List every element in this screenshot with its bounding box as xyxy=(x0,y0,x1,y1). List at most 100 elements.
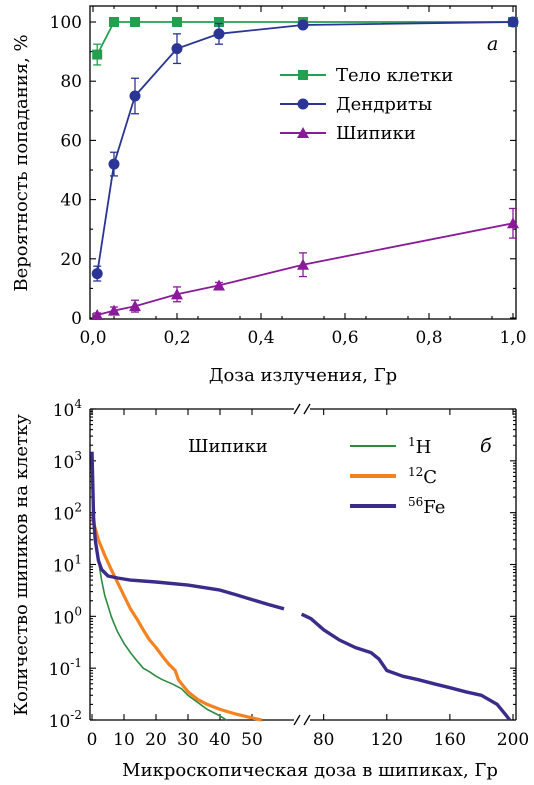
y-tick-label-a-5: 100 xyxy=(50,13,82,33)
y-tick-label-b-base-1: 10 xyxy=(49,660,71,680)
x-tick-label-a-0: 0,0 xyxy=(79,328,106,348)
point-a-1-1 xyxy=(108,158,120,170)
panel-a: 0,0 0,2 0,4 0,6 0,8 1,0 0 20 40 60 80 100 а Тело кл… xyxy=(11,5,527,386)
point-a-2-5 xyxy=(297,258,309,270)
point-a-1-5 xyxy=(297,19,309,31)
axis-break-mark-bottom-1 xyxy=(293,714,301,726)
point-a-2-2 xyxy=(129,300,141,312)
x-tick-label-a-1: 0,2 xyxy=(163,328,190,348)
point-a-0-1 xyxy=(109,17,119,27)
panel-b: 0 10 20 30 40 50 80 120 160 20010-210-11001011021… xyxy=(11,397,529,781)
y-tick-label-b-5: 103 xyxy=(53,449,82,473)
y-tick-label-b-1: 10-1 xyxy=(49,656,82,680)
point-a-1-2 xyxy=(129,90,141,102)
panel-a-legend: Тело клетки Дендриты Шипики xyxy=(280,65,453,144)
legend-b-sup-0: 1 xyxy=(408,435,416,449)
panel-b-legend: 1H 12C 56Fe xyxy=(350,435,445,518)
legend-b-base-2: Fe xyxy=(423,497,445,518)
legend-b-text-2: 56Fe xyxy=(408,495,445,518)
point-a-2-0 xyxy=(91,309,104,321)
point-a-0-3 xyxy=(172,17,182,27)
legend-a-marker-1 xyxy=(297,98,309,110)
y-tick-label-b-6: 104 xyxy=(53,397,83,421)
legend-a-text-2: Шипики xyxy=(336,123,416,144)
panel-b-tick-labels: 0 10 20 30 40 50 80 120 160 20010-210-11001011021… xyxy=(49,397,530,750)
x-tick-label-b-9: 200 xyxy=(497,730,529,750)
panel-b-series xyxy=(90,451,512,722)
y-tick-label-a-2: 40 xyxy=(60,191,82,211)
panel-a-frame xyxy=(89,5,517,320)
y-tick-label-b-base-5: 10 xyxy=(53,453,75,473)
y-tick-label-b-exp-5: 3 xyxy=(74,449,82,463)
legend-a-text-1: Дендриты xyxy=(336,94,432,115)
x-tick-label-b-2: 20 xyxy=(145,730,167,750)
point-a-2-1 xyxy=(108,304,120,316)
point-a-2-6 xyxy=(507,217,519,229)
legend-b-text-1: 12C xyxy=(408,465,437,488)
panel-a-tick-labels: 0,0 0,2 0,4 0,6 0,8 1,0 0 20 40 60 80 100 xyxy=(50,13,527,348)
x-tick-label-b-0: 0 xyxy=(87,730,98,750)
legend-b-base-1: C xyxy=(423,467,437,488)
x-tick-label-b-8: 160 xyxy=(434,730,466,750)
axis-break-mark-bottom-2 xyxy=(303,714,311,726)
x-tick-label-a-4: 0,8 xyxy=(415,328,442,348)
panel-b-label: б xyxy=(480,435,492,457)
point-a-1-6 xyxy=(507,16,519,28)
x-tick-label-b-1: 10 xyxy=(113,730,135,750)
legend-a-marker-2 xyxy=(297,127,309,138)
point-a-1-0 xyxy=(91,268,103,280)
x-tick-label-b-3: 30 xyxy=(177,730,199,750)
panel-b-frame xyxy=(89,403,517,726)
y-tick-label-b-exp-4: 2 xyxy=(74,501,82,515)
legend-b-base-0: H xyxy=(416,437,432,458)
axis-break-mark-top-2 xyxy=(303,403,311,415)
y-tick-label-a-0: 0 xyxy=(71,309,82,329)
x-tick-label-a-3: 0,6 xyxy=(331,328,358,348)
legend-b-sup-1: 12 xyxy=(408,465,423,479)
y-tick-label-a-4: 80 xyxy=(60,72,82,92)
panel-b-xlabel: Микроскопическая доза в шипиках, Гр xyxy=(122,760,498,781)
x-tick-label-a-5: 1,0 xyxy=(499,328,526,348)
y-tick-label-b-3: 101 xyxy=(53,553,82,577)
y-tick-label-b-exp-2: 0 xyxy=(74,604,82,618)
y-tick-label-b-base-2: 10 xyxy=(53,608,75,628)
y-tick-label-b-4: 102 xyxy=(53,501,82,525)
x-tick-label-b-7: 120 xyxy=(371,730,403,750)
axis-break-mark-top-1 xyxy=(293,403,301,415)
legend-a-text-0: Тело клетки xyxy=(336,65,453,86)
point-a-1-3 xyxy=(171,43,183,55)
legend-a-marker-0 xyxy=(298,70,308,80)
y-tick-label-b-2: 100 xyxy=(53,604,82,628)
x-tick-label-b-6: 80 xyxy=(313,730,335,750)
y-tick-label-b-base-0: 10 xyxy=(49,712,71,732)
y-tick-label-b-exp-0: -2 xyxy=(70,708,82,722)
series-a-1 xyxy=(91,16,519,282)
series-b-0 xyxy=(91,512,227,721)
series-b-line-1 xyxy=(90,517,262,722)
y-tick-label-b-base-6: 10 xyxy=(53,401,75,421)
panel-b-ticks xyxy=(90,408,516,721)
y-tick-label-b-exp-1: -1 xyxy=(70,656,82,670)
series-b-line-2 xyxy=(90,451,512,722)
point-a-0-0 xyxy=(92,49,103,60)
panel-a-ylabel: Вероятность попадания, % xyxy=(11,34,32,291)
panel-a-xlabel: Доза излучения, Гр xyxy=(209,365,397,386)
y-tick-label-a-3: 60 xyxy=(60,131,82,151)
point-a-0-4 xyxy=(214,17,224,27)
series-b-1 xyxy=(90,517,262,722)
y-tick-label-b-exp-6: 4 xyxy=(74,397,82,411)
x-tick-label-a-2: 0,4 xyxy=(247,328,274,348)
point-a-0-2 xyxy=(130,17,140,27)
legend-b-sup-2: 56 xyxy=(408,495,423,509)
series-b-line-0 xyxy=(91,512,227,721)
y-tick-label-b-base-4: 10 xyxy=(53,505,75,525)
series-b-2 xyxy=(90,451,512,722)
point-a-2-4 xyxy=(213,279,225,291)
series-a-2 xyxy=(91,207,519,321)
legend-b-text-0: 1H xyxy=(408,435,431,458)
y-tick-label-b-exp-3: 1 xyxy=(74,553,82,567)
point-a-2-3 xyxy=(171,288,183,300)
x-tick-label-b-4: 40 xyxy=(209,730,231,750)
x-tick-label-b-5: 50 xyxy=(241,730,263,750)
